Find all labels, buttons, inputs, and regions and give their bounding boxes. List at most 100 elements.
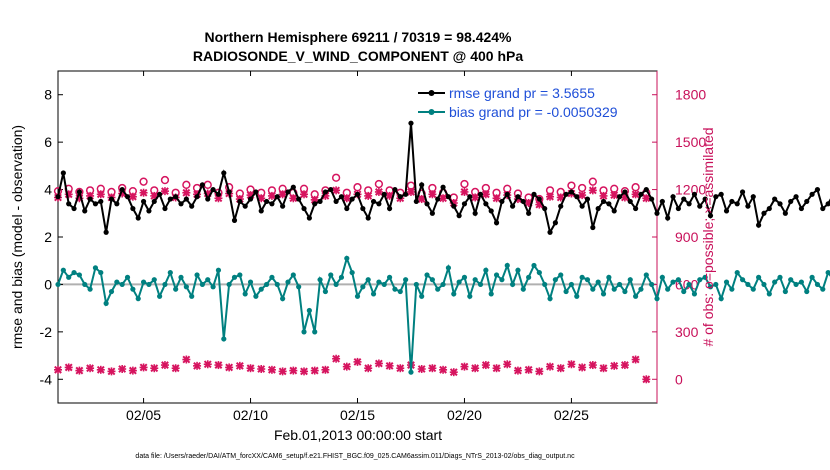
bias-point	[526, 274, 532, 280]
bias-point	[766, 291, 772, 297]
rmse-point	[301, 205, 307, 212]
rmse-point	[114, 201, 120, 207]
bias-point	[515, 267, 521, 273]
rmse-point	[568, 189, 575, 195]
rmse-point	[745, 203, 751, 209]
rmse-point	[317, 198, 323, 205]
rmse-point	[756, 222, 762, 228]
rmse-point	[370, 198, 377, 205]
bias-point	[793, 281, 799, 288]
rmse-point	[130, 205, 136, 212]
rmse-point	[237, 198, 243, 205]
bias-point	[820, 286, 826, 292]
bias-point	[707, 284, 714, 290]
bias-point	[574, 293, 580, 299]
rmse-point	[509, 203, 516, 209]
rmse-point	[633, 205, 639, 212]
bias-point	[814, 281, 821, 288]
bias-point	[788, 277, 794, 283]
bias-point	[547, 296, 553, 302]
bias-point	[445, 265, 452, 271]
plot-frame	[57, 70, 658, 404]
bias-point	[55, 281, 61, 288]
bias-point	[756, 274, 762, 280]
bias-point	[231, 274, 238, 280]
obs_possible-point	[577, 183, 587, 193]
bias-point	[124, 274, 131, 280]
rmse-point	[55, 194, 61, 200]
obs_possible-point	[182, 180, 191, 189]
bias-point	[659, 274, 665, 280]
rmse-point	[526, 210, 532, 216]
rmse-point	[520, 198, 526, 205]
rmse-point	[408, 120, 414, 126]
obs_possible-point	[588, 177, 597, 186]
rmse-point	[804, 198, 810, 205]
bias-point	[718, 296, 724, 302]
rmse-point	[718, 191, 724, 197]
bias-point	[210, 284, 216, 290]
bias-point	[205, 277, 211, 283]
rmse-point	[231, 217, 238, 223]
rmse-point	[199, 182, 206, 188]
bias-point	[467, 293, 473, 299]
rmse-point	[579, 203, 585, 209]
bias-point	[221, 336, 227, 342]
rmse-point	[691, 191, 698, 197]
bias-point	[317, 277, 323, 283]
bias-point	[242, 291, 248, 297]
bias-point	[563, 288, 569, 295]
bias-point	[670, 279, 676, 285]
obs_possible-point	[460, 179, 469, 189]
bias-point	[301, 329, 307, 335]
rmse-point	[296, 196, 302, 202]
bias-point	[488, 291, 494, 297]
bias-point	[761, 281, 767, 288]
rmse-point	[119, 186, 125, 193]
bias-point	[504, 262, 510, 269]
rmse-point	[82, 208, 88, 214]
bias-point	[333, 281, 339, 288]
rmse-point	[590, 224, 596, 231]
rmse-point	[472, 210, 478, 216]
rmse-point	[547, 229, 553, 235]
obs_possible-point	[331, 173, 341, 182]
rmse-point	[820, 205, 826, 212]
rmse-point	[189, 203, 195, 209]
rmse-point	[563, 191, 569, 197]
rmse-point	[376, 201, 382, 207]
rmse-point	[814, 186, 821, 193]
rmse-point	[157, 191, 163, 197]
rmse-point	[531, 191, 537, 197]
bias-point	[697, 277, 703, 283]
rmse-point	[403, 191, 409, 197]
bias-point	[370, 291, 377, 297]
bias-point	[354, 293, 361, 299]
rmse-point	[606, 201, 612, 207]
rmse-point	[595, 205, 601, 212]
rmse-point	[349, 196, 355, 202]
rmse-point	[772, 196, 778, 202]
bias-point	[263, 281, 270, 288]
rmse-point	[777, 201, 783, 207]
bias-point	[285, 279, 291, 285]
obs_possible-point	[374, 179, 384, 189]
rmse-point	[461, 201, 468, 207]
bias-point	[237, 272, 243, 278]
rmse-point	[210, 186, 216, 193]
x-tick-label: 02/10	[233, 407, 268, 423]
rmse-point	[338, 194, 345, 200]
rmse-point	[258, 208, 264, 214]
bias-point	[723, 279, 730, 285]
y-tick-label-right: 1500	[675, 134, 706, 150]
x-tick-label: 02/15	[340, 407, 375, 423]
bias-point	[108, 288, 115, 295]
rmse-point	[60, 170, 66, 176]
y-tick-label-left: 4	[44, 182, 52, 198]
rmse-point	[729, 198, 735, 205]
rmse-point	[381, 191, 387, 197]
bias-point	[702, 274, 708, 280]
bias-point	[424, 272, 430, 278]
bias-point	[183, 284, 189, 290]
obs_possible-point	[567, 181, 576, 190]
